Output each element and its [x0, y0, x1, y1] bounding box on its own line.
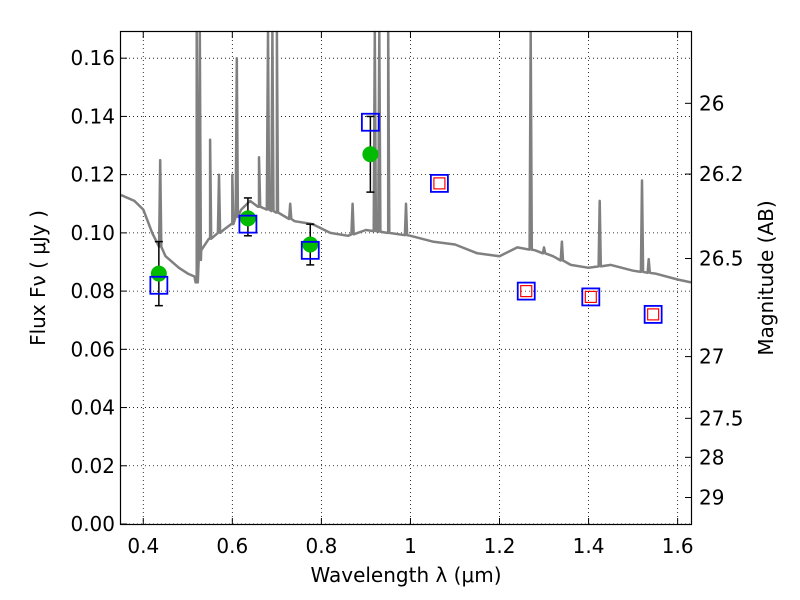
x-axis-title: Wavelength λ (μm)	[310, 563, 501, 587]
model-square	[643, 304, 663, 324]
flux-point	[362, 146, 379, 163]
model-square	[149, 275, 169, 295]
marker-layer	[149, 112, 663, 324]
model-square	[360, 112, 380, 132]
flux-point	[239, 210, 256, 227]
right-axis-title: Magnitude (AB)	[754, 200, 778, 355]
y-tick-label: 0.00	[70, 512, 115, 536]
model-square	[238, 214, 258, 234]
y-axis-title: Flux Fν ( μJy )	[26, 210, 50, 346]
flux-point	[150, 265, 167, 282]
right-tick-label: 28	[699, 445, 724, 469]
y-tick-label: 0.16	[70, 46, 115, 70]
y-tick-label: 0.06	[70, 337, 115, 361]
model-square	[516, 281, 536, 301]
flux-point	[302, 236, 319, 253]
y-tick-label: 0.08	[70, 279, 115, 303]
model-square	[300, 240, 320, 260]
right-tick-label: 27	[699, 345, 724, 369]
model-small-square	[584, 290, 597, 304]
model-square	[429, 173, 449, 193]
right-tick-label: 26.2	[699, 162, 744, 186]
y-tick-label: 0.04	[70, 396, 115, 420]
x-tick-label: 0.8	[305, 534, 337, 558]
model-small-square	[647, 308, 660, 321]
spectrum-layer	[120, 30, 692, 284]
model-small-square	[520, 285, 533, 298]
right-tick-label: 29	[699, 486, 724, 510]
plot-frame	[119, 30, 693, 526]
right-tick-label: 26.5	[699, 246, 744, 270]
right-tick-label: 27.5	[699, 406, 744, 430]
x-tick-label: 1	[404, 534, 417, 558]
x-tick-label: 1.6	[662, 534, 694, 558]
tick-layer: 0.4 0.6 0.8 1 1.2 1.4 1.6 0.00 0.02 0.04 0.06 0.08 0…	[70, 32, 744, 558]
x-tick-label: 0.6	[216, 534, 248, 558]
y-tick-label: 0.12	[70, 163, 115, 187]
x-tick-label: 1.4	[573, 534, 605, 558]
right-tick-label: 26	[699, 91, 724, 115]
x-tick-label: 1.2	[484, 534, 516, 558]
model-square	[581, 287, 601, 307]
spectrum-line	[120, 30, 692, 284]
y-tick-label: 0.02	[70, 454, 115, 478]
y-tick-label: 0.10	[70, 221, 115, 245]
model-small-square	[433, 177, 446, 190]
x-tick-label: 0.4	[127, 534, 159, 558]
y-tick-label: 0.14	[70, 104, 115, 128]
